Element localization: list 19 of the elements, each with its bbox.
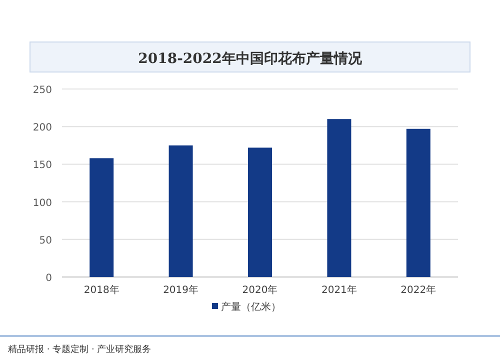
y-tick-label: 0 <box>46 273 52 284</box>
y-tick-label: 50 <box>39 235 52 246</box>
bar <box>327 119 352 277</box>
chart-title: 2018-2022年中国印花布产量情况 <box>138 50 363 67</box>
y-tick-label: 150 <box>32 160 52 172</box>
y-tick-label: 200 <box>32 122 52 134</box>
bar <box>406 128 430 277</box>
x-tick-label: 2020年 <box>242 284 278 296</box>
bar <box>168 145 193 277</box>
x-tick-label: 2019年 <box>163 284 199 296</box>
x-tick-label: 2022年 <box>400 284 436 296</box>
x-tick-label: 2018年 <box>84 284 120 296</box>
y-tick-label: 100 <box>32 198 52 209</box>
bar <box>248 148 272 277</box>
x-tick-label: 2021年 <box>321 284 357 296</box>
text: 精品研报 · 专题定制 · 产业研究服务 <box>8 344 152 355</box>
bar <box>90 158 114 277</box>
y-tick-label: 250 <box>32 85 52 96</box>
legend-label: 产量（亿米） <box>221 301 281 313</box>
